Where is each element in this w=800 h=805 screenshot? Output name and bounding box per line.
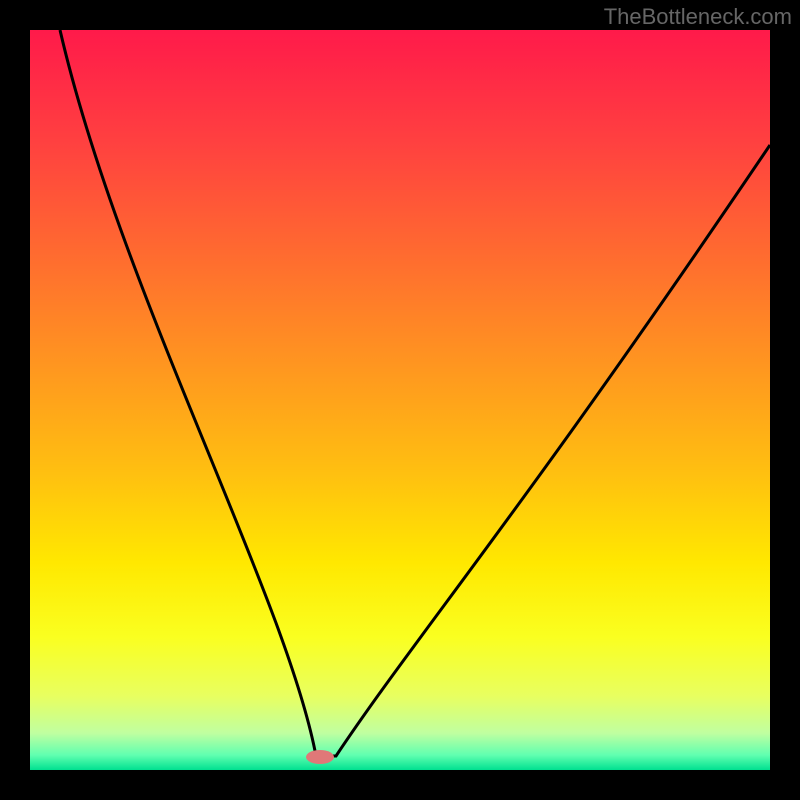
optimal-point-marker: [306, 750, 334, 764]
chart-svg: [0, 0, 800, 800]
plot-area-gradient: [30, 30, 770, 770]
bottleneck-chart: TheBottleneck.com: [0, 0, 800, 800]
watermark-text: TheBottleneck.com: [604, 4, 792, 30]
